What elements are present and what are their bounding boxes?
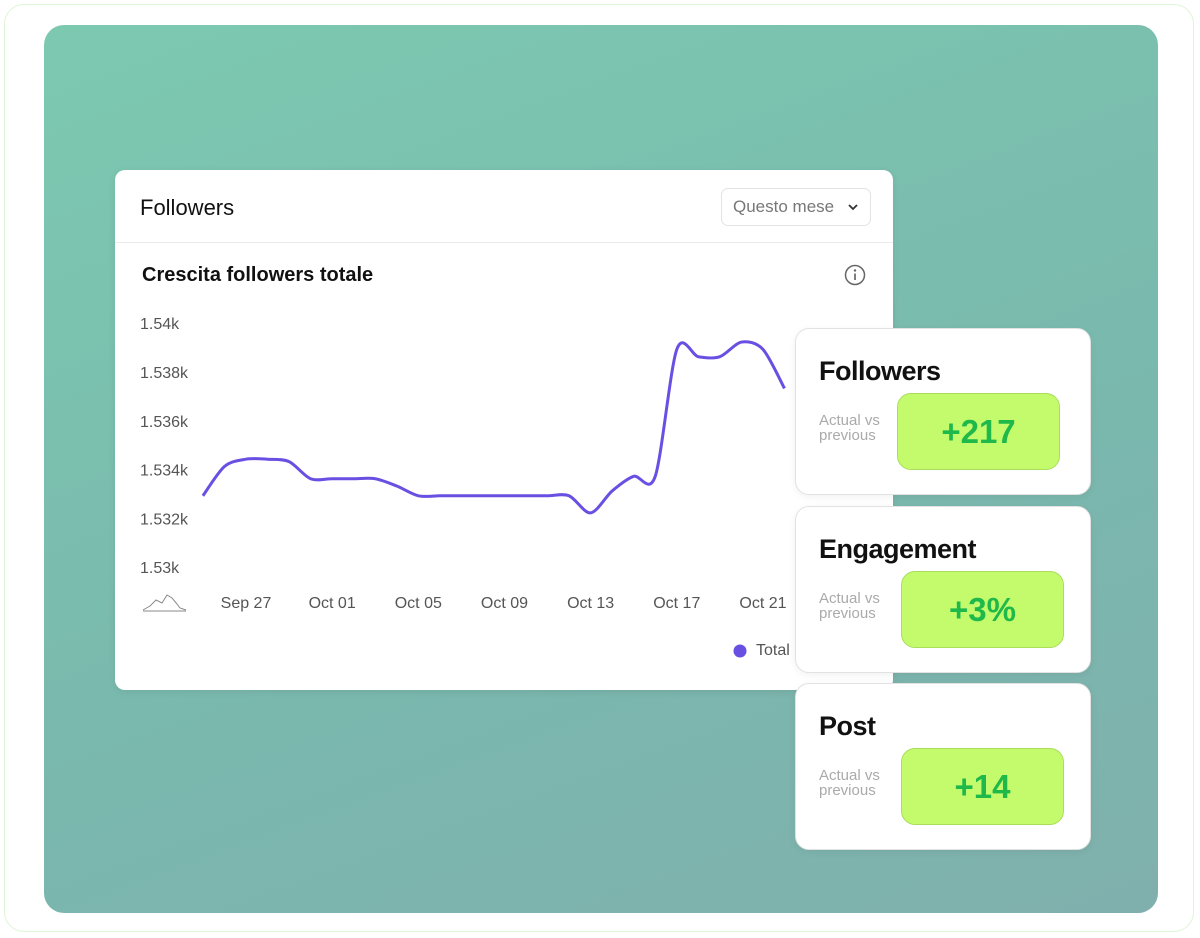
x-tick-label: Oct 09 (481, 595, 528, 612)
x-tick-label: Oct 21 (739, 595, 786, 612)
info-icon[interactable] (844, 264, 866, 286)
stat-card: Post Actual vs previous +14 (795, 683, 1091, 850)
stat-title: Post (819, 711, 876, 741)
stat-value: +14 (901, 748, 1064, 825)
stat-title: Engagement (819, 534, 977, 564)
frame (4, 4, 1194, 932)
y-tick-label: 1.53k (140, 560, 180, 577)
card-header: Followers Questo mese (115, 170, 893, 243)
x-tick-label: Sep 27 (221, 595, 272, 612)
stat-caption: Actual vs previous (819, 412, 880, 444)
card-title: Followers (140, 195, 235, 220)
legend-label: Total (756, 642, 790, 659)
stat-value: +3% (901, 571, 1064, 648)
stat-value: +217 (897, 393, 1060, 470)
y-tick-label: 1.536k (140, 414, 189, 431)
x-tick-label: Oct 05 (395, 595, 442, 612)
followers-card: Followers Questo mese Crescita followers… (115, 170, 893, 690)
stat-card: Engagement Actual vs previous +3% (795, 506, 1091, 673)
stat-title: Followers (819, 356, 941, 386)
stat-caption: Actual vs previous (819, 767, 880, 799)
y-tick-label: 1.532k (140, 511, 189, 528)
chart-title: Crescita followers totale (142, 264, 374, 286)
x-tick-label: Oct 13 (567, 595, 614, 612)
sparkline-icon (142, 594, 187, 612)
x-tick-label: Oct 17 (653, 595, 700, 612)
period-dropdown[interactable]: Questo mese (721, 188, 871, 226)
line-series (201, 340, 786, 515)
stat-card: Followers Actual vs previous +217 (795, 328, 1091, 495)
y-tick-label: 1.534k (140, 463, 189, 480)
legend-marker (733, 644, 747, 658)
stat-caption: Actual vs previous (819, 590, 880, 622)
y-tick-label: 1.54k (140, 316, 180, 333)
chevron-icon (848, 204, 858, 211)
dropdown-label: Questo mese (733, 197, 835, 216)
x-tick-label: Oct 01 (309, 595, 356, 612)
y-tick-label: 1.538k (140, 365, 189, 382)
